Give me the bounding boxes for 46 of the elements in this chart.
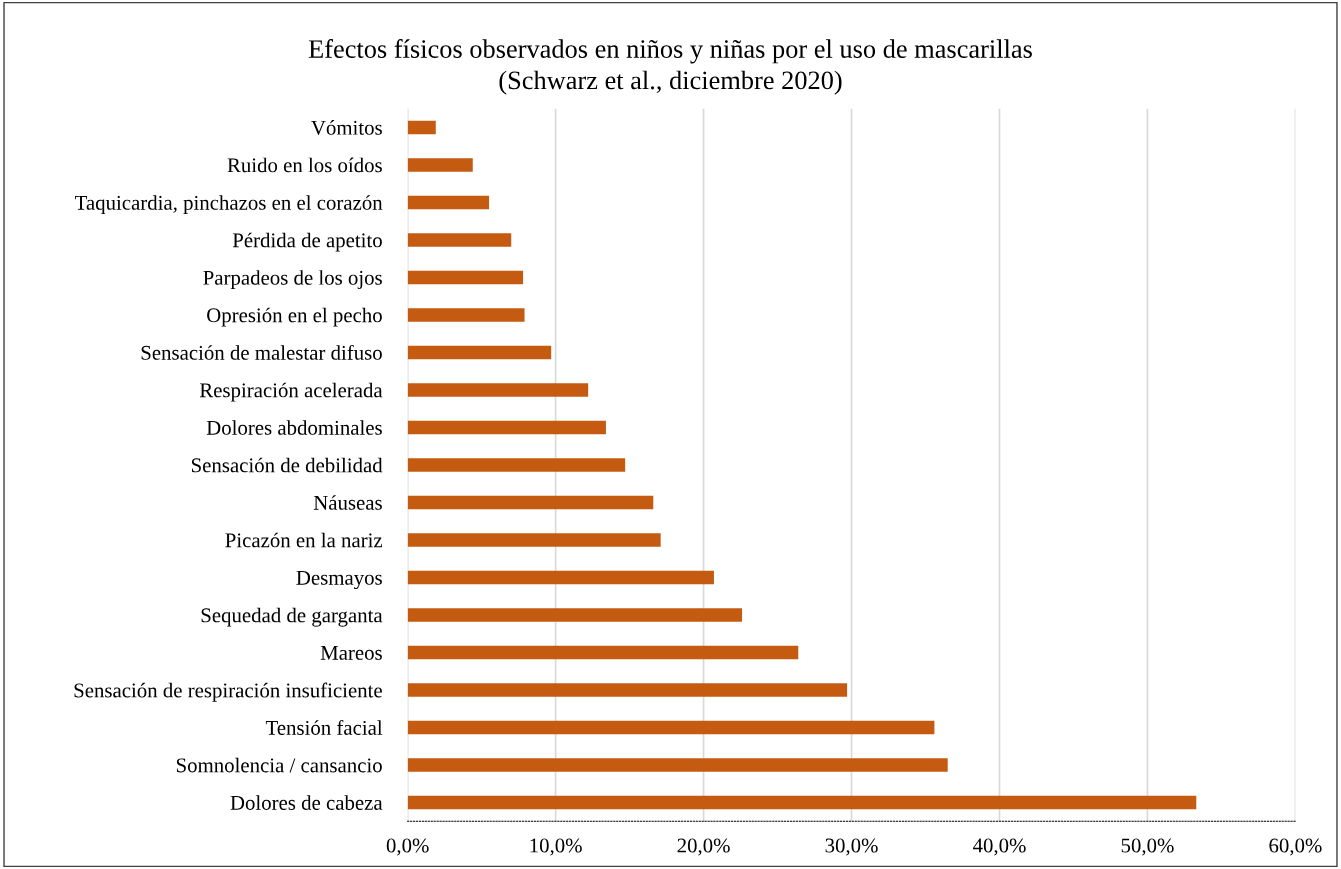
bar [407,683,848,697]
y-tick-label: Ruido en los oídos [227,157,382,173]
bar [407,270,524,285]
y-tick-label: Sensación de respiración insuficiente [74,682,382,702]
bar [407,795,1197,810]
y-tick-label: Pérdida de apetito [232,232,382,252]
bar [407,758,948,772]
y-tick-label: Sensación de malestar difuso [141,344,382,360]
y-tick-label: Tensión facial [265,720,383,735]
bar [407,608,743,622]
bar [407,495,654,510]
x-tick-label: 10,0% [530,838,582,856]
y-tick-label: Respiración acelerada [199,382,383,402]
y-tick-label: Opresión en el pecho [207,307,382,327]
chart-title: Efectos físicos observados en niños y niñas por el uso de mascarillas (Schwarz et al., diciembre 2020) [308,39,1032,95]
bar [407,233,512,247]
y-tick-label: Picazón en la nariz [225,532,383,548]
y-tick-label: Taquicardia, pinchazos en el corazón [75,195,383,215]
bar [407,308,525,322]
bar [407,120,436,135]
x-tick-label: 40,0% [972,838,1026,856]
bar [407,195,490,210]
y-tick-label: Dolores de cabeza [230,795,383,810]
x-tick-label: 30,0% [825,838,878,856]
bar [407,570,714,585]
bar [407,458,626,472]
bar [407,345,552,360]
x-tick-label: 60,0% [1269,838,1322,856]
y-tick-label: Sensación de debilidad [191,457,383,473]
y-tick-label: Vómitos [311,120,382,135]
bar [407,533,661,547]
y-tick-label: Parpadeos de los ojos [203,270,382,290]
y-tick-label: Desmayos [296,570,382,590]
x-tick-label: 20,0% [677,838,730,856]
x-tick-label: 0,0% [386,838,429,856]
bar [407,420,606,435]
y-tick-label: Somnolencia / cansancio [176,757,382,773]
bar [407,158,473,172]
y-tick-label: Mareos [320,646,382,660]
y-tick-label: Náuseas [313,495,382,510]
bar [407,645,799,660]
y-tick-label: Sequedad de garganta [201,607,383,627]
bar [407,383,589,397]
bar [407,720,935,735]
x-tick-label: 50,0% [1121,838,1174,856]
y-tick-label: Dolores abdominales [206,420,382,435]
